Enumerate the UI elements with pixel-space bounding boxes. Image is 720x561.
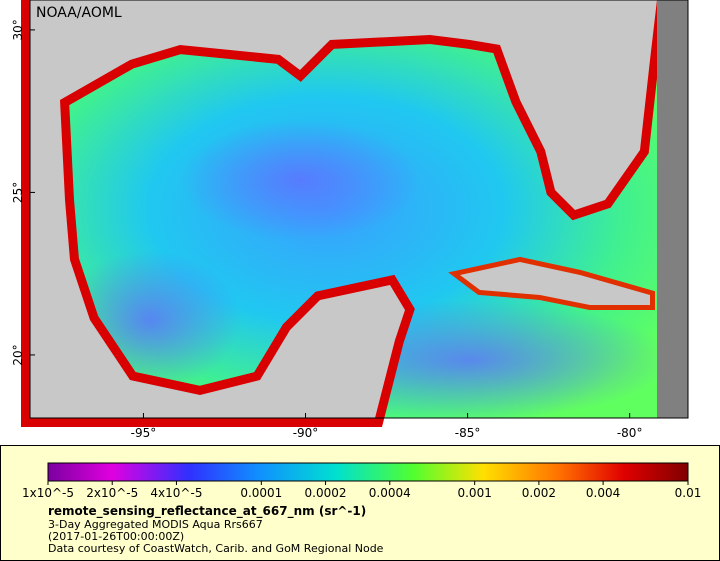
colorbar-tick-label: 0.004 bbox=[586, 486, 620, 500]
land bbox=[460, 262, 650, 305]
colorbar-tick-label: 2x10^-5 bbox=[86, 486, 138, 500]
x-tick-label: -85° bbox=[455, 426, 481, 440]
colorbar bbox=[47, 462, 689, 482]
legend-line: Data courtesy of CoastWatch, Carib. and … bbox=[48, 542, 384, 555]
x-tick-label: -90° bbox=[293, 426, 319, 440]
x-tick-label: -80° bbox=[617, 426, 643, 440]
colorbar-tick-label: 0.0004 bbox=[369, 486, 411, 500]
land bbox=[30, 0, 657, 418]
colorbar-tick-label: 0.001 bbox=[457, 486, 491, 500]
variable-name: remote_sensing_reflectance_at_667_nm (sr… bbox=[48, 504, 366, 519]
x-tick-label: -95° bbox=[131, 426, 157, 440]
y-tick-label: 30° bbox=[11, 19, 25, 40]
ocean-detail bbox=[180, 120, 420, 240]
colorbar-tick-label: 0.0002 bbox=[305, 486, 347, 500]
no-data bbox=[657, 0, 688, 418]
legend-line: (2017-01-26T00:00:00Z) bbox=[48, 530, 184, 543]
colorbar-tick-label: 0.01 bbox=[675, 486, 702, 500]
y-tick-label: 25° bbox=[11, 182, 25, 203]
colorbar-tick-label: 1x10^-5 bbox=[22, 486, 74, 500]
y-tick-label: 20° bbox=[11, 344, 25, 365]
colorbar-tick-label: 4x10^-5 bbox=[150, 486, 202, 500]
credit: NOAA/AOML bbox=[36, 5, 122, 21]
colorbar-tick-label: 0.002 bbox=[522, 486, 556, 500]
map: NOAA/AOML bbox=[21, 0, 689, 427]
map-frame bbox=[29, 0, 689, 419]
colorbar-tick-label: 0.0001 bbox=[240, 486, 282, 500]
legend-line: 3-Day Aggregated MODIS Aqua Rrs667 bbox=[48, 518, 263, 531]
